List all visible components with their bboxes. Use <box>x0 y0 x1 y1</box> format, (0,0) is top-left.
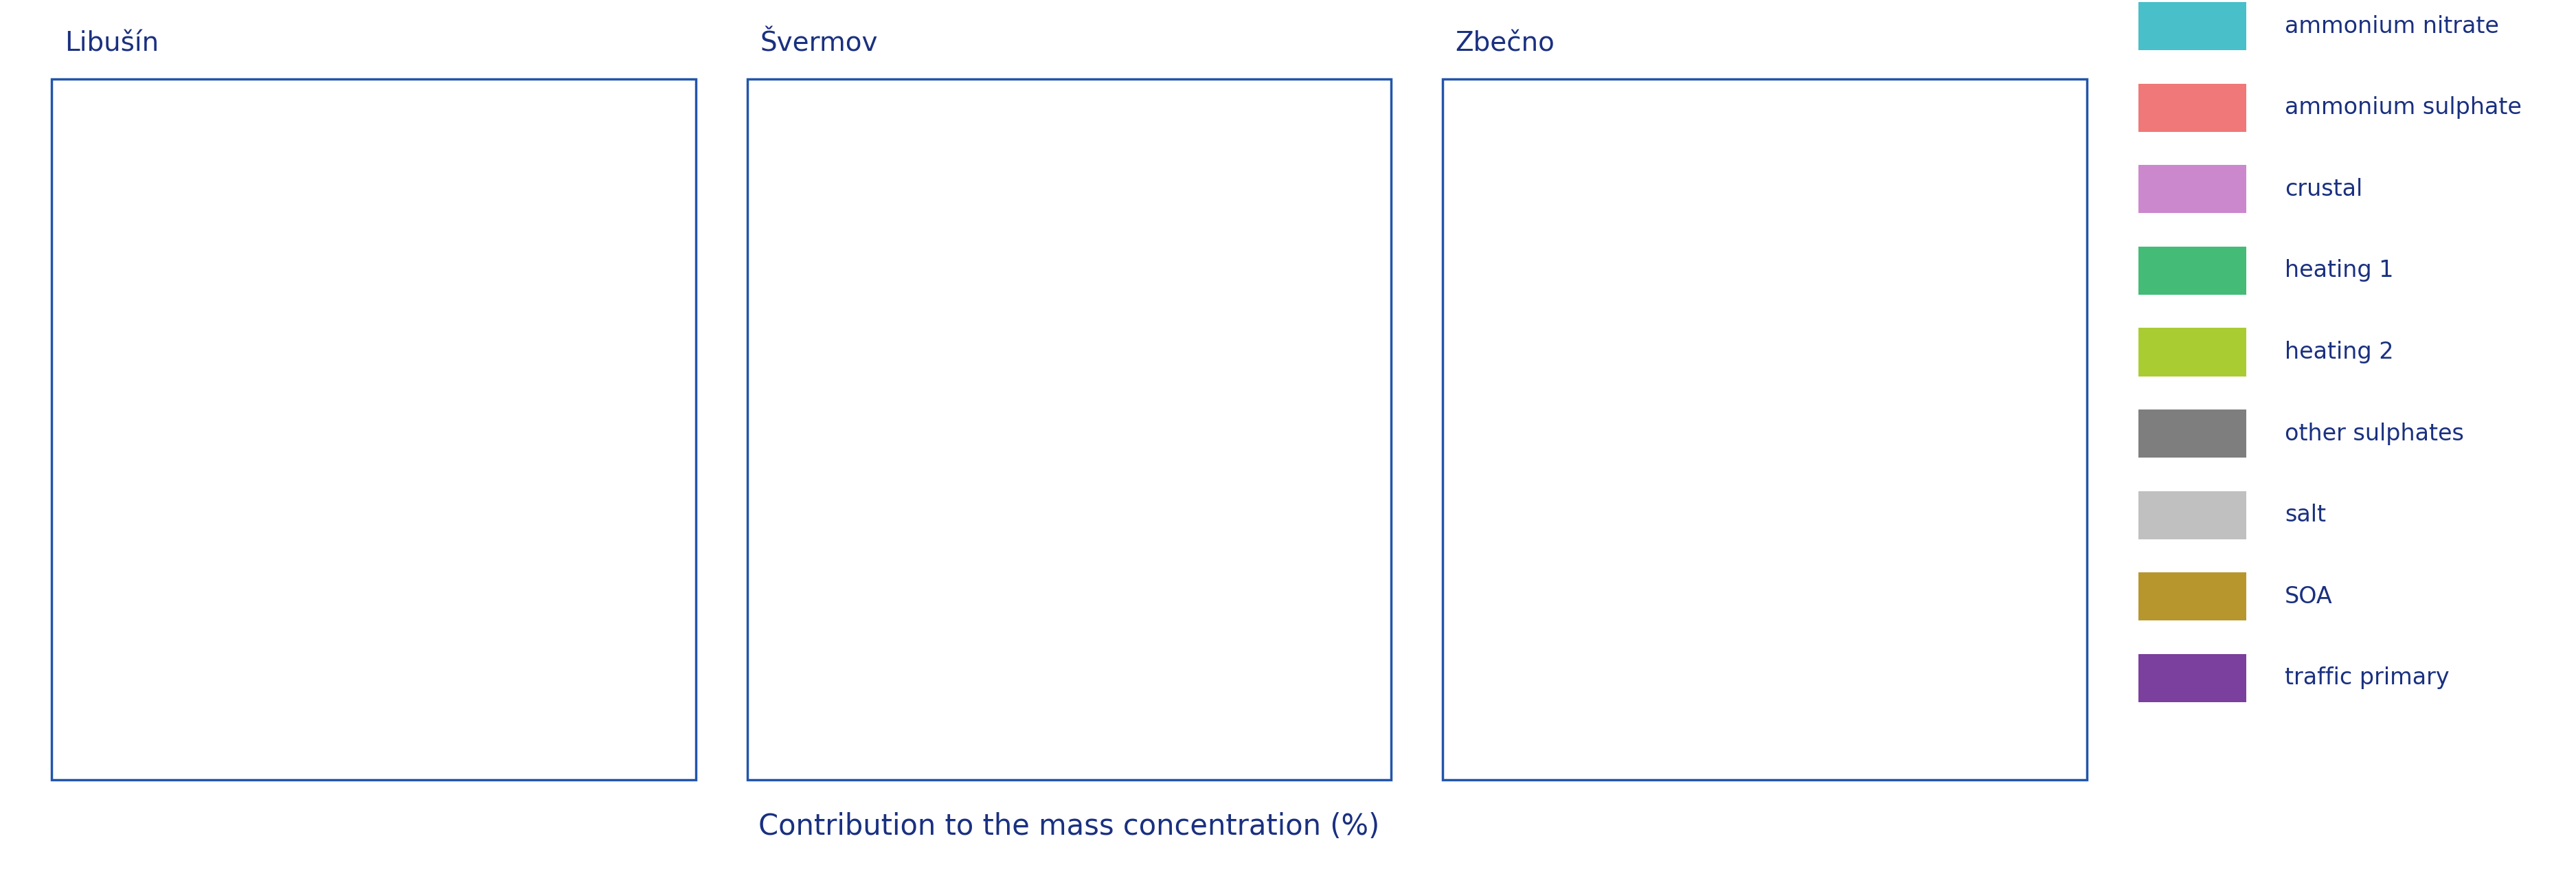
Text: SOA: SOA <box>2285 585 2334 608</box>
Text: Contribution to the mass concentration (%): Contribution to the mass concentration (… <box>757 812 1381 841</box>
Text: 14%: 14% <box>420 281 459 298</box>
Wedge shape <box>1765 255 2002 429</box>
Text: ammonium nitrate: ammonium nitrate <box>2285 15 2499 38</box>
Text: 31%: 31% <box>989 562 1028 579</box>
Text: 15%: 15% <box>507 404 546 420</box>
Text: 1%: 1% <box>1875 278 1904 294</box>
Text: 13%: 13% <box>294 279 332 296</box>
Text: 2%: 2% <box>1185 283 1213 300</box>
Text: 1%: 1% <box>536 493 562 509</box>
Wedge shape <box>1765 426 2002 552</box>
Wedge shape <box>374 192 554 429</box>
Wedge shape <box>1069 429 1278 556</box>
Text: salt: salt <box>2285 504 2326 526</box>
Text: Zbečno: Zbečno <box>1455 31 1556 57</box>
Wedge shape <box>1765 245 1924 429</box>
Text: 16%: 16% <box>1592 409 1631 426</box>
Text: 1%: 1% <box>1940 412 1968 428</box>
Text: 2%: 2% <box>513 308 538 325</box>
Text: 14%: 14% <box>984 281 1023 298</box>
Wedge shape <box>1765 411 2002 429</box>
Wedge shape <box>1528 300 1765 526</box>
Wedge shape <box>1765 192 1914 429</box>
Wedge shape <box>374 429 518 641</box>
Text: 11%: 11% <box>1103 276 1141 293</box>
Text: 29%: 29% <box>289 561 327 577</box>
Text: 5%: 5% <box>1880 531 1909 548</box>
Text: 16%: 16% <box>206 381 245 397</box>
Wedge shape <box>1069 429 1270 611</box>
Text: 16%: 16% <box>1672 286 1710 302</box>
Wedge shape <box>137 265 374 484</box>
Text: Švermov: Švermov <box>760 31 878 57</box>
Wedge shape <box>832 279 1069 474</box>
Text: 11%: 11% <box>1798 276 1834 293</box>
Text: 14%: 14% <box>902 383 938 399</box>
Text: 2%: 2% <box>1167 575 1195 591</box>
Text: Libušín: Libušín <box>64 31 160 57</box>
Wedge shape <box>1548 429 1919 667</box>
Text: ammonium sulphate: ammonium sulphate <box>2285 96 2522 119</box>
Wedge shape <box>1069 267 1306 543</box>
Text: heating 2: heating 2 <box>2285 341 2393 364</box>
Text: 9%: 9% <box>1899 462 1927 477</box>
Wedge shape <box>374 277 572 429</box>
Wedge shape <box>374 429 590 618</box>
Text: heating 1: heating 1 <box>2285 259 2393 282</box>
Text: 20%: 20% <box>1203 402 1242 418</box>
Text: crustal: crustal <box>2285 178 2362 201</box>
Text: 8%: 8% <box>482 517 507 533</box>
Text: 12%: 12% <box>1883 354 1922 371</box>
Wedge shape <box>201 192 374 429</box>
Wedge shape <box>886 192 1069 429</box>
Text: 5%: 5% <box>1182 533 1211 550</box>
Wedge shape <box>1069 247 1242 429</box>
Wedge shape <box>1069 429 1221 629</box>
Wedge shape <box>374 429 595 526</box>
Wedge shape <box>1765 429 1968 608</box>
Text: traffic primary: traffic primary <box>2285 667 2450 689</box>
Text: 1%: 1% <box>1218 518 1247 534</box>
Wedge shape <box>837 429 1195 667</box>
Text: other sulphates: other sulphates <box>2285 422 2465 445</box>
Wedge shape <box>142 429 479 667</box>
Text: 30%: 30% <box>1713 571 1749 588</box>
Wedge shape <box>1069 192 1221 429</box>
Wedge shape <box>1566 192 1765 429</box>
Wedge shape <box>374 300 611 512</box>
Text: 3%: 3% <box>451 566 477 582</box>
